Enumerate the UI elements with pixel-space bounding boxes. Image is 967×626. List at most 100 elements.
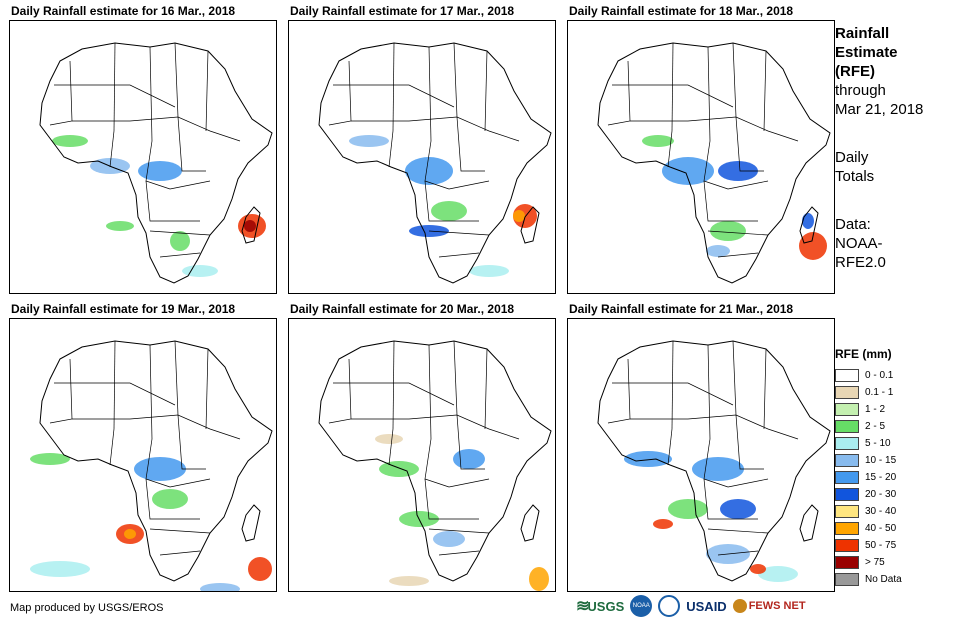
legend-item: 0.1 - 1 xyxy=(835,384,960,401)
rainfall-area xyxy=(431,201,467,221)
country-border xyxy=(149,46,153,142)
legend-label: 0.1 - 1 xyxy=(865,387,894,398)
country-border xyxy=(727,180,769,190)
country-border xyxy=(735,116,764,172)
madagascar-outline xyxy=(241,504,261,542)
country-border xyxy=(428,528,490,534)
country-border xyxy=(174,42,179,118)
country-border xyxy=(177,116,206,172)
country-border xyxy=(49,358,73,424)
legend-item: 40 - 50 xyxy=(835,520,960,537)
country-border xyxy=(732,42,737,118)
country-border xyxy=(113,42,116,132)
rainfall-area xyxy=(710,221,746,241)
fewsnet-logo: FEWS NET xyxy=(732,599,806,613)
map-panel-16-mar: Daily Rainfall estimate for 16 Mar., 201… xyxy=(9,4,277,294)
legend-label: 40 - 50 xyxy=(865,523,897,534)
africa-map-svg xyxy=(597,42,831,284)
legend-item: 0 - 0.1 xyxy=(835,367,960,384)
rainfall-area xyxy=(529,567,549,591)
country-border xyxy=(732,340,737,416)
data-source: NOAA- xyxy=(835,235,883,252)
legend-swatch xyxy=(835,573,859,586)
country-border xyxy=(424,180,479,222)
country-border xyxy=(388,428,394,466)
rainfall-area xyxy=(720,499,756,519)
map-panel-17-mar: Daily Rainfall estimate for 17 Mar., 201… xyxy=(288,4,556,294)
africa-rainfall-map xyxy=(567,20,835,294)
country-border xyxy=(607,60,631,126)
data-label: Data: xyxy=(835,216,871,233)
country-border xyxy=(109,130,115,168)
title-line: Rainfall xyxy=(835,25,890,42)
legend-swatch xyxy=(835,539,859,552)
map-panel-19-mar: Daily Rainfall estimate for 19 Mar., 201… xyxy=(9,302,277,592)
country-border xyxy=(328,358,352,424)
seal-logo xyxy=(658,595,681,617)
legend-item: > 75 xyxy=(835,554,960,571)
country-border xyxy=(667,428,673,466)
rainfall-area xyxy=(453,449,485,469)
daily-label: Daily xyxy=(835,149,869,166)
country-border xyxy=(328,60,352,126)
country-border xyxy=(707,344,711,440)
panel-title: Daily Rainfall estimate for 19 Mar., 201… xyxy=(11,302,236,316)
legend-item: 30 - 40 xyxy=(835,503,960,520)
country-border xyxy=(456,116,485,172)
rainfall-area xyxy=(379,461,419,477)
country-border xyxy=(54,84,176,108)
africa-coastline xyxy=(597,340,831,582)
usgs-logo: ≋ USGS xyxy=(576,598,625,615)
country-border xyxy=(707,528,769,534)
legend-swatch xyxy=(835,386,859,399)
map-panel-18-mar: Daily Rainfall estimate for 18 Mar., 201… xyxy=(567,4,835,294)
rainfall-area xyxy=(405,157,453,185)
africa-rainfall-map xyxy=(9,20,277,294)
country-border xyxy=(428,344,432,440)
country-border xyxy=(438,252,480,258)
legend-label: 30 - 40 xyxy=(865,506,897,517)
country-border xyxy=(671,42,674,132)
legend-swatch xyxy=(835,505,859,518)
legend-item: 5 - 10 xyxy=(835,435,960,452)
country-border xyxy=(388,130,394,168)
madagascar-outline xyxy=(520,206,540,244)
panel-title: Daily Rainfall estimate for 16 Mar., 201… xyxy=(11,4,236,18)
rainfall-area xyxy=(52,135,88,147)
country-border xyxy=(72,414,241,440)
rainfall-area xyxy=(30,453,70,465)
country-border xyxy=(735,414,764,470)
legend-label: 2 - 5 xyxy=(865,421,886,432)
country-border xyxy=(333,382,455,406)
rainfall-area xyxy=(662,157,714,185)
country-border xyxy=(177,414,206,470)
country-border xyxy=(145,180,200,222)
country-border xyxy=(448,478,490,488)
legend-label: 5 - 10 xyxy=(865,438,891,449)
africa-rainfall-map xyxy=(288,318,556,592)
africa-map-svg xyxy=(30,340,273,591)
africa-map-svg xyxy=(39,42,273,284)
country-border xyxy=(763,50,767,132)
rainfall-area xyxy=(170,231,190,251)
country-border xyxy=(707,46,711,142)
country-border xyxy=(607,358,631,424)
country-border xyxy=(392,42,395,132)
rainfall-area xyxy=(513,210,525,222)
africa-coastline xyxy=(318,42,552,284)
country-border xyxy=(424,438,450,488)
rainfall-area xyxy=(124,529,136,539)
data-source: RFE2.0 xyxy=(835,254,886,271)
africa-map-svg xyxy=(597,340,831,582)
title-line: (RFE) xyxy=(835,63,875,80)
legend-swatch xyxy=(835,454,859,467)
map-description: Rainfall Estimate (RFE) through Mar 21, … xyxy=(835,24,960,272)
africa-rainfall-map xyxy=(567,318,835,592)
country-border xyxy=(707,230,769,236)
rainfall-area xyxy=(152,489,188,509)
country-border xyxy=(484,50,488,132)
madagascar-outline xyxy=(520,504,540,542)
legend-label: 50 - 75 xyxy=(865,540,897,551)
totals-label: Totals xyxy=(835,168,875,185)
country-border xyxy=(424,478,479,520)
